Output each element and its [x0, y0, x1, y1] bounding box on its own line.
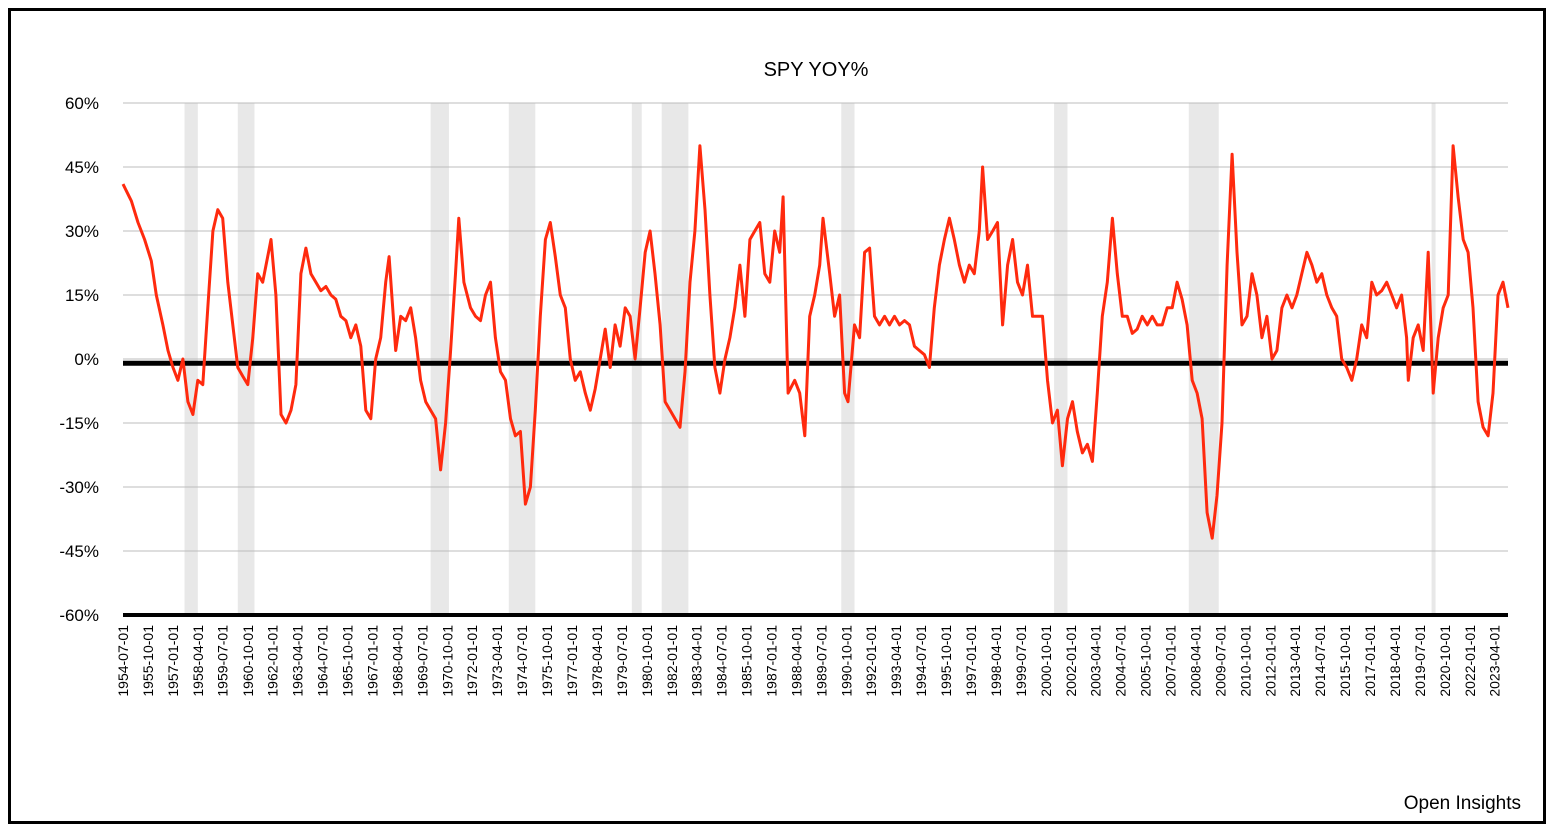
y-tick-label: 0%	[74, 350, 99, 369]
x-tick-label: 1965-10-01	[340, 625, 356, 697]
x-tick-label: 2018-04-01	[1387, 625, 1403, 697]
x-tick-label: 2014-07-01	[1312, 625, 1328, 697]
x-tick-label: 1984-07-01	[714, 625, 730, 697]
x-tick-label: 2004-07-01	[1113, 625, 1129, 697]
x-tick-label: 1955-10-01	[140, 625, 156, 697]
chart-title: SPY YOY%	[764, 59, 869, 81]
x-tick-label: 1977-01-01	[564, 625, 580, 697]
y-tick-label: -15%	[59, 414, 99, 433]
x-tick-label: 1983-04-01	[689, 625, 705, 697]
x-tick-label: 2008-04-01	[1187, 625, 1203, 697]
y-tick-label: -45%	[59, 542, 99, 561]
x-tick-label: 1967-01-01	[364, 625, 380, 697]
x-tick-label: 2010-10-01	[1237, 625, 1253, 697]
x-tick-label: 2009-07-01	[1212, 625, 1228, 697]
x-tick-label: 2013-04-01	[1287, 625, 1303, 697]
x-tick-label: 1988-04-01	[788, 625, 804, 697]
y-tick-label: -30%	[59, 478, 99, 497]
chart-frame: 60% 45% 30% 15% 0% -15% -30% -45% -60% 1954-07-0…	[8, 8, 1546, 824]
x-tick-label: 1962-01-01	[265, 625, 281, 697]
x-tick-label: 1960-10-01	[240, 625, 256, 697]
x-tick-label: 1987-01-01	[764, 625, 780, 697]
gridlines	[123, 102, 1508, 552]
x-tick-label: 1974-07-01	[514, 625, 530, 697]
x-tick-label: 1993-04-01	[888, 625, 904, 697]
x-tick-label: 1998-04-01	[988, 625, 1004, 697]
x-tick-label: 1970-10-01	[439, 625, 455, 697]
chart: 60% 45% 30% 15% 0% -15% -30% -45% -60% 1954-07-0…	[59, 59, 1521, 814]
x-tick-label: 1978-04-01	[589, 625, 605, 697]
x-tick-label: 1975-10-01	[539, 625, 555, 697]
x-axis-ticks: 1954-07-01 1955-10-01 1957-01-01 1958-04-01…	[115, 625, 1503, 697]
x-tick-label: 2012-01-01	[1262, 625, 1278, 697]
x-tick-label: 1969-07-01	[414, 625, 430, 697]
x-tick-label: 1963-04-01	[290, 625, 306, 697]
y-tick-label: 30%	[65, 222, 99, 241]
x-tick-label: 2000-10-01	[1038, 625, 1054, 697]
series-group	[121, 144, 1510, 540]
x-tick-label: 1989-07-01	[813, 625, 829, 697]
x-tick-label: 1954-07-01	[115, 625, 131, 697]
x-tick-label: 1997-01-01	[963, 625, 979, 697]
x-tick-label: 2023-04-01	[1487, 625, 1503, 697]
x-tick-label: 2007-01-01	[1163, 625, 1179, 697]
x-tick-label: 1994-07-01	[913, 625, 929, 697]
zero-line-group	[123, 360, 1508, 617]
x-tick-label: 2019-07-01	[1412, 625, 1428, 697]
x-tick-label: 1959-07-01	[215, 625, 231, 697]
x-tick-label: 2017-01-01	[1362, 625, 1378, 697]
x-tick-label: 1982-01-01	[664, 625, 680, 697]
x-tick-label: 1973-04-01	[489, 625, 505, 697]
y-tick-label: 45%	[65, 158, 99, 177]
y-tick-label: 60%	[65, 94, 99, 113]
x-tick-label: 1972-01-01	[464, 625, 480, 697]
x-tick-label: 1958-04-01	[190, 625, 206, 697]
x-tick-label: 1957-01-01	[165, 625, 181, 697]
x-tick-label: 2020-10-01	[1437, 625, 1453, 697]
x-tick-label: 1980-10-01	[639, 625, 655, 697]
y-tick-label: -60%	[59, 606, 99, 625]
x-tick-label: 2003-04-01	[1088, 625, 1104, 697]
x-tick-label: 1992-01-01	[863, 625, 879, 697]
x-tick-label: 1985-10-01	[739, 625, 755, 697]
series-line	[121, 144, 1510, 540]
x-tick-label: 1979-07-01	[614, 625, 630, 697]
x-tick-label: 1964-07-01	[315, 625, 331, 697]
x-tick-label: 2002-01-01	[1063, 625, 1079, 697]
x-tick-label: 1995-10-01	[938, 625, 954, 697]
credit-label: Open Insights	[1404, 793, 1521, 814]
x-tick-label: 2015-10-01	[1337, 625, 1353, 697]
x-tick-label: 1999-07-01	[1013, 625, 1029, 697]
x-tick-label: 2005-10-01	[1138, 625, 1154, 697]
x-tick-label: 1990-10-01	[838, 625, 854, 697]
x-tick-label: 1968-04-01	[389, 625, 405, 697]
y-tick-label: 15%	[65, 286, 99, 305]
y-axis-ticks: 60% 45% 30% 15% 0% -15% -30% -45% -60%	[59, 94, 99, 625]
x-tick-label: 2022-01-01	[1462, 625, 1478, 697]
